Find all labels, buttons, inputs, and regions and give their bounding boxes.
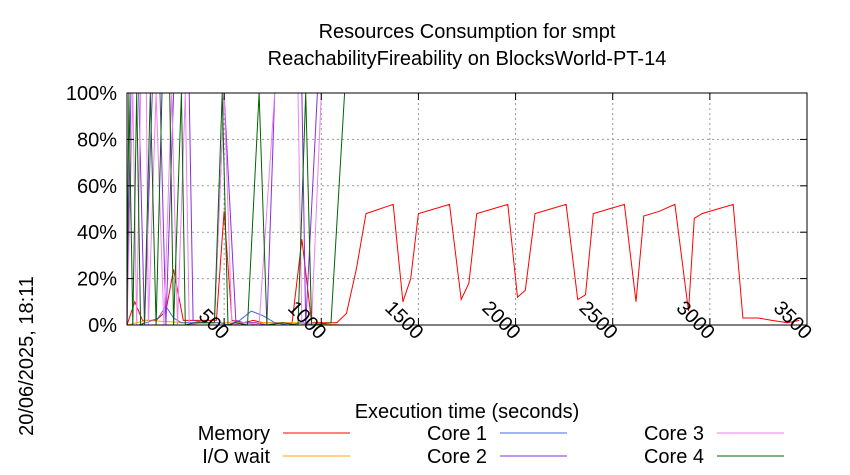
legend-label: Memory	[198, 423, 270, 445]
x-axis: 500 1000 1500 2000 2500 3000 3500	[194, 93, 816, 344]
x-tick-label: 2000	[477, 297, 524, 344]
legend-label: Core 4	[644, 446, 704, 468]
x-tick-label: 3500	[769, 297, 816, 344]
y-tick-label: 60%	[77, 176, 117, 198]
y-tick-label: 80%	[77, 129, 117, 151]
legend-label: I/O wait	[202, 446, 270, 468]
series-line-core-4	[126, 92, 807, 326]
series-line-core-2	[126, 92, 807, 326]
y-tick-label: 0%	[88, 315, 117, 337]
grid-lines	[127, 93, 807, 325]
plot-frame	[126, 92, 808, 326]
x-tick-label: 1500	[380, 297, 427, 344]
x-tick-label: 1000	[283, 297, 330, 344]
x-tick-label: 2500	[575, 297, 622, 344]
x-axis-label: Execution time (seconds)	[355, 401, 580, 423]
chart-subtitle: ReachabilityFireability on BlocksWorld-P…	[268, 48, 667, 70]
legend-label: Core 3	[644, 423, 704, 445]
legend-label: Core 1	[427, 423, 487, 445]
chart-title: Resources Consumption for smpt	[319, 21, 616, 43]
y-tick-label: 100%	[66, 83, 117, 105]
x-tick-label: 3000	[672, 297, 719, 344]
y-axis: 0% 20% 40% 60% 80% 100%	[66, 83, 807, 337]
series-lines	[126, 92, 807, 326]
y-tick-label: 20%	[77, 269, 117, 291]
series-line-core-3	[126, 92, 807, 326]
series-line-memory	[126, 203, 800, 326]
legend-label: Core 2	[427, 446, 487, 468]
y-tick-label: 40%	[77, 222, 117, 244]
timestamp-label: 20/06/2025, 18:11	[16, 276, 38, 436]
